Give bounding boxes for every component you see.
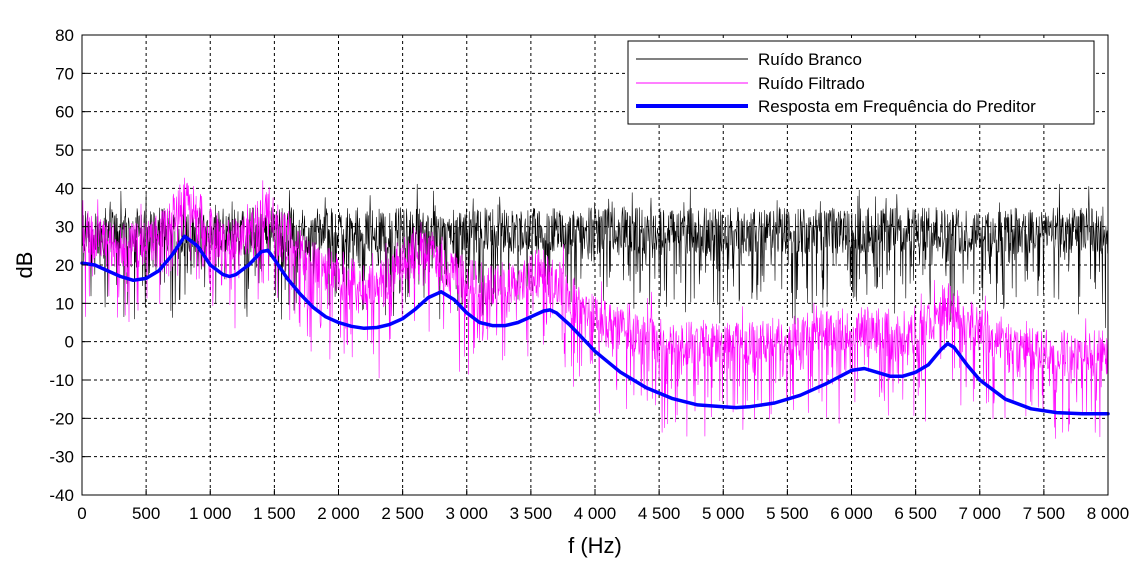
x-tick-label: 4 000 (574, 504, 617, 523)
x-tick-label: 5 000 (702, 504, 745, 523)
y-tick-label: 40 (55, 179, 74, 198)
x-axis-title: f (Hz) (568, 533, 622, 558)
y-tick-label: -40 (49, 486, 74, 505)
y-axis-ticks: -40 -30 -20 -10 0 10 20 30 40 50 60 70 80 (49, 26, 88, 505)
x-tick-label: 500 (132, 504, 160, 523)
y-tick-label: -10 (49, 371, 74, 390)
legend-label-ruido-branco: Ruído Branco (758, 50, 862, 69)
series-line-0 (81, 183, 1109, 329)
y-tick-label: 50 (55, 141, 74, 160)
series-line-2 (80, 234, 1110, 416)
x-tick-label: 8 000 (1087, 504, 1130, 523)
x-tick-label: 7 000 (958, 504, 1001, 523)
x-tick-label: 2 500 (381, 504, 424, 523)
y-tick-label: -20 (49, 409, 74, 428)
x-axis-ticks: 0 500 1 000 1 500 2 000 2 500 3 000 3 500 4 000 4… (77, 489, 1129, 523)
x-tick-label: 2 000 (317, 504, 360, 523)
legend-label-resposta: Resposta em Frequência do Preditor (758, 97, 1036, 116)
y-tick-label: 70 (55, 64, 74, 83)
x-tick-label: 5 500 (766, 504, 809, 523)
y-tick-label: -30 (49, 448, 74, 467)
series-line-1 (81, 177, 1109, 439)
x-tick-label: 3 500 (510, 504, 553, 523)
x-tick-label: 1 000 (189, 504, 232, 523)
x-tick-label: 4 500 (638, 504, 681, 523)
plot-series (80, 177, 1110, 439)
y-axis-title: dB (12, 252, 37, 279)
legend-label-ruido-filtrado: Ruído Filtrado (758, 74, 865, 93)
y-tick-label: 10 (55, 294, 74, 313)
x-tick-label: 6 000 (830, 504, 873, 523)
x-tick-label: 1 500 (253, 504, 296, 523)
y-tick-label: 0 (65, 333, 74, 352)
y-tick-label: 20 (55, 256, 74, 275)
x-tick-label: 3 000 (445, 504, 488, 523)
legend: Ruído Branco Ruído Filtrado Resposta em … (627, 40, 1095, 125)
y-tick-label: 60 (55, 103, 74, 122)
x-tick-label: 7 500 (1023, 504, 1066, 523)
y-tick-label: 80 (55, 26, 74, 45)
x-tick-label: 0 (77, 504, 86, 523)
y-tick-label: 30 (55, 218, 74, 237)
x-tick-label: 6 500 (894, 504, 937, 523)
